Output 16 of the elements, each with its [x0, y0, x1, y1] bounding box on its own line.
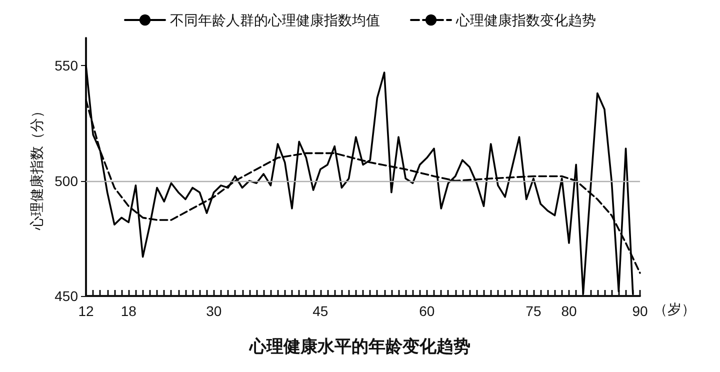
x-tick-label: 45 — [312, 303, 328, 319]
legend-label: 心理健康指数变化趋势 — [455, 12, 596, 28]
x-axis-title: （岁） — [654, 301, 696, 317]
x-tick-label: 90 — [632, 303, 648, 319]
y-axis-title: 心理健康指数（分） — [28, 104, 45, 231]
y-tick-label: 550 — [54, 58, 78, 74]
x-tick-label: 12 — [78, 303, 94, 319]
text: 心理健康水平的年龄变化趋势 — [248, 337, 470, 356]
y-tick-label: 450 — [54, 288, 78, 304]
x-tick-label: 75 — [526, 303, 542, 319]
x-tick-label: 60 — [419, 303, 435, 319]
x-tick-label: 18 — [120, 303, 137, 319]
x-tick-label: 30 — [206, 303, 222, 319]
y-tick-label: 500 — [54, 172, 78, 189]
legend-label: 不同年龄人群的心理健康指数均值 — [170, 12, 380, 28]
x-tick-label: 80 — [561, 303, 577, 319]
